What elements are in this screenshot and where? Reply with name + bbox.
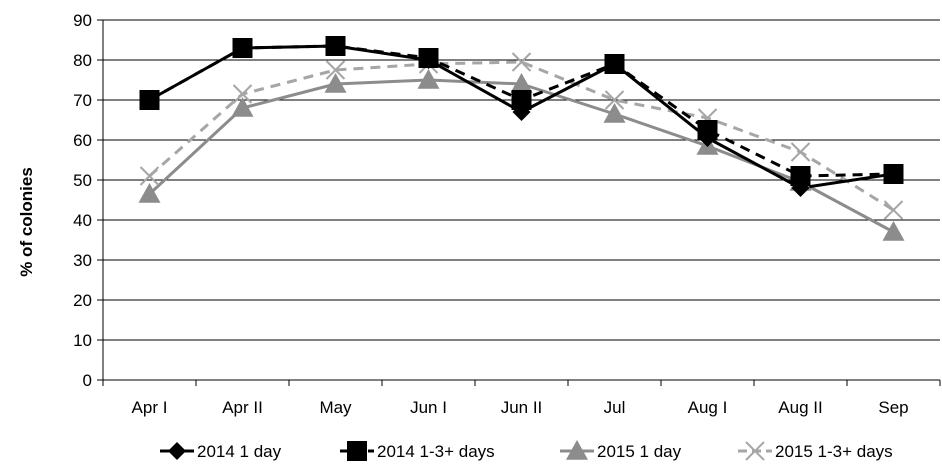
data-point (790, 142, 811, 162)
data-point (512, 103, 531, 121)
data-point (603, 103, 626, 123)
y-tick-label: 80 (73, 51, 92, 70)
data-point (231, 97, 254, 117)
data-point (605, 55, 624, 73)
legend-swatch-marker (347, 441, 367, 461)
legend-swatch-marker (745, 441, 765, 461)
data-point (604, 90, 625, 110)
legend-swatch-marker (168, 442, 186, 460)
x-tick-label: Aug II (778, 398, 822, 417)
data-point (417, 69, 440, 89)
data-point (511, 52, 532, 72)
data-point (419, 51, 438, 69)
data-markers (138, 36, 905, 241)
tick-labels: 0 10 20 30 40 50 60 70 80 90 Apr I Apr II May Jun I Ju… (73, 11, 909, 417)
data-point (791, 179, 810, 197)
legend-label: 2014 1-3+ days (377, 442, 495, 461)
data-point (325, 60, 346, 80)
data-point (232, 84, 253, 104)
y-tick-label: 50 (73, 171, 92, 190)
data-point (138, 183, 161, 203)
y-tick-label: 90 (73, 11, 92, 30)
data-point (510, 73, 533, 93)
x-tick-label: Apr I (132, 398, 168, 417)
x-tick-label: Apr II (222, 398, 263, 417)
data-point (883, 200, 904, 220)
y-tick-label: 70 (73, 91, 92, 110)
x-tick-label: Aug I (688, 398, 728, 417)
y-tick-label: 30 (73, 251, 92, 270)
data-point (511, 90, 532, 110)
legend-label: 2015 1 day (597, 442, 682, 461)
gridlines (103, 19, 940, 341)
x-tick-label: Sep (878, 398, 908, 417)
series-line-4 (148, 60, 895, 212)
x-tick-label: Jun II (501, 398, 543, 417)
legend-swatch-marker (566, 440, 588, 460)
y-tick-label: 20 (73, 291, 92, 310)
x-tick-label: Jul (604, 398, 626, 417)
data-point (140, 91, 159, 109)
data-point (698, 129, 717, 147)
y-tick-label: 60 (73, 131, 92, 150)
legend-item: 2015 1 day (560, 440, 682, 461)
y-tick-label: 10 (73, 331, 92, 350)
data-point (139, 166, 160, 186)
data-point (882, 221, 905, 241)
legend-label: 2015 1-3+ days (775, 442, 893, 461)
y-tick-label: 0 (83, 371, 92, 390)
data-point (326, 37, 345, 55)
legend-label: 2014 1 day (197, 442, 282, 461)
legend-item: 2015 1-3+ days (738, 441, 893, 461)
legend-item: 2014 1 day (160, 442, 282, 461)
axes (97, 19, 941, 386)
data-point (324, 73, 347, 93)
x-tick-label: May (319, 398, 352, 417)
data-point (790, 166, 811, 186)
x-tick-label: Jun I (410, 398, 447, 417)
y-tick-label: 40 (73, 211, 92, 230)
data-point (233, 39, 252, 57)
legend: 2014 1 day 2014 1-3+ days 2015 1 day 2015 1… (160, 440, 893, 461)
data-point (884, 165, 903, 183)
y-axis-title: % of colonies (17, 167, 36, 277)
legend-item: 2014 1-3+ days (340, 441, 495, 461)
